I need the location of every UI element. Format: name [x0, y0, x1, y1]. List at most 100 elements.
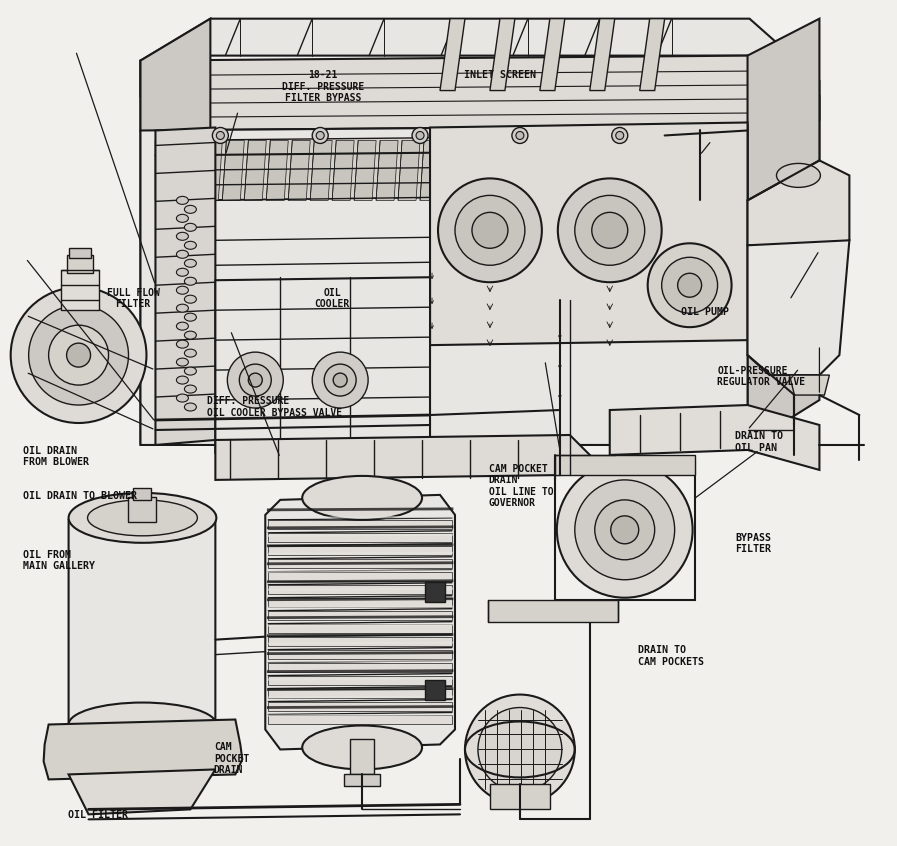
Text: DRAIN TO
CAM POCKETS: DRAIN TO CAM POCKETS [639, 645, 704, 667]
Ellipse shape [185, 403, 196, 411]
Circle shape [575, 195, 645, 266]
Polygon shape [540, 19, 565, 91]
Circle shape [662, 257, 718, 313]
Text: OIL PUMP: OIL PUMP [682, 307, 729, 317]
Ellipse shape [185, 385, 196, 393]
Polygon shape [747, 240, 849, 375]
Polygon shape [156, 140, 179, 201]
Ellipse shape [68, 702, 216, 746]
Polygon shape [288, 140, 310, 201]
Bar [128, 497, 156, 522]
Polygon shape [618, 140, 640, 201]
Polygon shape [244, 140, 266, 201]
Bar [555, 455, 694, 475]
Circle shape [615, 131, 623, 140]
Bar [425, 679, 445, 700]
Circle shape [557, 462, 692, 598]
Bar [268, 662, 452, 672]
Polygon shape [640, 19, 665, 91]
Bar [134, 488, 152, 500]
Bar [268, 624, 452, 633]
Ellipse shape [177, 322, 188, 330]
Polygon shape [440, 19, 465, 91]
Ellipse shape [177, 214, 188, 222]
Bar [66, 255, 92, 273]
Text: CAM
POCKET
DRAIN: CAM POCKET DRAIN [213, 742, 249, 776]
Polygon shape [442, 140, 464, 201]
Circle shape [416, 131, 424, 140]
Bar [425, 582, 445, 602]
Polygon shape [430, 123, 747, 345]
Polygon shape [486, 140, 508, 201]
Bar [268, 585, 452, 594]
Polygon shape [68, 769, 215, 815]
Polygon shape [552, 140, 574, 201]
Ellipse shape [185, 241, 196, 250]
Ellipse shape [177, 250, 188, 258]
Bar [488, 600, 618, 622]
Bar [268, 546, 452, 555]
Ellipse shape [185, 349, 196, 357]
Circle shape [438, 179, 542, 283]
Ellipse shape [185, 367, 196, 375]
Bar [268, 650, 452, 659]
Polygon shape [508, 140, 530, 201]
Circle shape [472, 212, 508, 248]
Circle shape [216, 131, 224, 140]
Polygon shape [141, 125, 747, 445]
Ellipse shape [177, 286, 188, 294]
Bar [268, 701, 452, 711]
Polygon shape [574, 140, 596, 201]
Polygon shape [266, 140, 288, 201]
Bar [268, 689, 452, 698]
Circle shape [11, 288, 146, 423]
Polygon shape [789, 375, 830, 395]
Circle shape [312, 352, 368, 408]
Text: OIL DRAIN
FROM BLOWER: OIL DRAIN FROM BLOWER [23, 446, 89, 467]
Polygon shape [44, 719, 242, 779]
Text: OIL-PRESSURE
REGULATOR VALVE: OIL-PRESSURE REGULATOR VALVE [718, 365, 806, 387]
Polygon shape [464, 140, 486, 201]
Ellipse shape [777, 163, 821, 187]
Circle shape [611, 516, 639, 544]
Text: BYPASS
FILTER: BYPASS FILTER [736, 533, 771, 554]
Circle shape [213, 128, 229, 144]
Text: DIFF. PRESSURE
OIL COOLER BYPASS VALVE: DIFF. PRESSURE OIL COOLER BYPASS VALVE [206, 396, 342, 418]
Circle shape [516, 131, 524, 140]
Ellipse shape [185, 331, 196, 339]
Circle shape [239, 364, 271, 396]
Ellipse shape [177, 196, 188, 205]
Ellipse shape [185, 223, 196, 231]
Ellipse shape [177, 358, 188, 366]
Circle shape [48, 325, 109, 385]
Ellipse shape [185, 206, 196, 213]
Polygon shape [490, 19, 515, 91]
Polygon shape [747, 161, 849, 250]
Bar [61, 270, 99, 310]
Bar [268, 715, 452, 723]
Circle shape [677, 273, 701, 297]
Circle shape [512, 128, 527, 144]
Polygon shape [376, 140, 398, 201]
Circle shape [312, 128, 328, 144]
Text: OIL DRAIN TO BLOWER: OIL DRAIN TO BLOWER [23, 491, 137, 501]
Ellipse shape [185, 295, 196, 303]
Polygon shape [155, 128, 215, 445]
Ellipse shape [177, 233, 188, 240]
Ellipse shape [177, 268, 188, 277]
Polygon shape [420, 140, 442, 201]
Circle shape [465, 695, 575, 805]
Polygon shape [596, 140, 618, 201]
Bar [350, 739, 374, 774]
Bar [490, 784, 550, 810]
Circle shape [317, 131, 324, 140]
Polygon shape [332, 140, 354, 201]
Ellipse shape [177, 394, 188, 402]
Bar [268, 519, 452, 529]
Circle shape [592, 212, 628, 248]
Bar [268, 611, 452, 619]
Ellipse shape [302, 726, 422, 769]
Bar [268, 558, 452, 568]
Bar [68, 248, 91, 258]
Polygon shape [310, 140, 332, 201]
